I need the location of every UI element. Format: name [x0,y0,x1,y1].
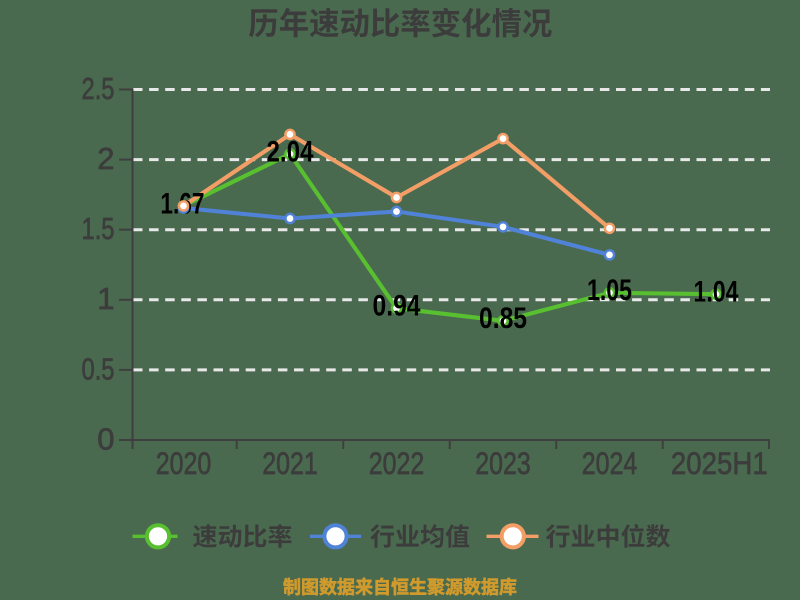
svg-text:0.5: 0.5 [82,351,115,386]
svg-text:1.05: 1.05 [587,274,632,307]
svg-text:2021: 2021 [262,445,318,481]
svg-text:2025H1: 2025H1 [671,445,768,481]
svg-text:2023: 2023 [475,445,531,481]
svg-text:2: 2 [97,141,114,176]
svg-text:0: 0 [97,421,114,456]
svg-text:1.04: 1.04 [694,276,739,309]
svg-text:2.04: 2.04 [267,135,314,168]
svg-text:2024: 2024 [582,445,638,481]
svg-text:1.5: 1.5 [82,211,115,246]
svg-text:2020: 2020 [156,445,212,481]
svg-text:0.85: 0.85 [479,302,527,335]
svg-text:2022: 2022 [369,445,425,481]
svg-text:1: 1 [97,281,114,316]
svg-text:2.5: 2.5 [82,71,115,106]
svg-text:0.94: 0.94 [373,290,421,323]
